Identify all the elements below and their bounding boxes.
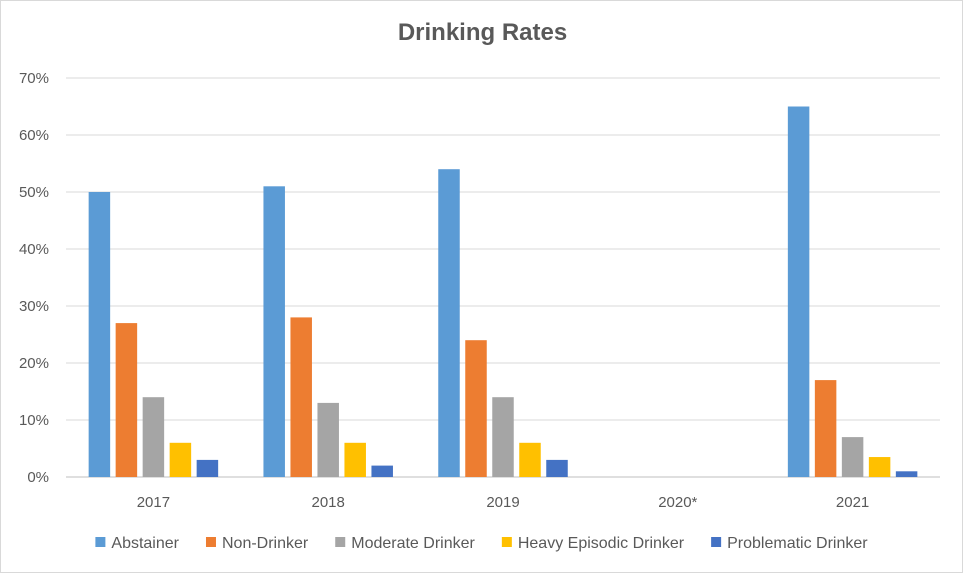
legend-label: Heavy Episodic Drinker: [518, 535, 685, 552]
bar-problematic-drinker-2021: [895, 471, 918, 477]
legend-item: Abstainer: [95, 535, 180, 552]
y-tick-label: 50%: [19, 184, 49, 201]
legend-swatch: [711, 537, 722, 547]
bars: [88, 106, 918, 478]
bar-problematic-drinker-2019: [546, 459, 568, 477]
bar-moderate-drinker-2021: [841, 437, 864, 477]
legend-item: Non-Drinker: [205, 535, 309, 552]
y-tick-label: 60%: [19, 127, 49, 144]
bar-non-drinker-2018: [290, 317, 312, 477]
x-tick-label: 2019: [486, 494, 519, 511]
bar-moderate-drinker-2019: [492, 397, 514, 477]
bar-heavy-episodic-drinker-2018: [344, 442, 366, 477]
legend-item: Problematic Drinker: [711, 535, 868, 552]
bar-heavy-episodic-drinker-2021: [868, 457, 891, 477]
bar-moderate-drinker-2018: [317, 402, 339, 477]
x-tick-label: 2017: [137, 494, 170, 511]
bar-problematic-drinker-2018: [371, 465, 393, 477]
x-tick-label: 2018: [312, 494, 345, 511]
bar-problematic-drinker-2017: [196, 459, 219, 477]
legend: Abstainer Non-Drinker Moderate Drinker Heav…: [95, 535, 868, 552]
bar-non-drinker-2021: [814, 380, 837, 477]
bar-heavy-episodic-drinker-2017: [169, 442, 192, 477]
y-axis: 0% 10% 20% 30% 40% 50% 60% 70%: [19, 70, 49, 486]
bar-abstainer-2021: [787, 106, 810, 477]
legend-label: Moderate Drinker: [351, 535, 475, 552]
chart-title: Drinking Rates: [397, 19, 568, 46]
x-axis: 2017 2018 2019 2020* 2021: [137, 494, 870, 511]
bar-abstainer-2017: [88, 192, 111, 477]
bar-abstainer-2019: [438, 169, 460, 477]
legend-swatch: [205, 537, 216, 547]
y-tick-label: 10%: [19, 412, 49, 429]
x-tick-label: 2020*: [658, 494, 697, 511]
bar-heavy-episodic-drinker-2019: [519, 442, 541, 477]
legend-label: Non-Drinker: [222, 535, 309, 552]
legend-swatch: [501, 537, 512, 547]
y-tick-label: 20%: [19, 355, 49, 372]
y-tick-label: 70%: [19, 70, 49, 87]
legend-label: Problematic Drinker: [727, 535, 868, 552]
y-tick-label: 0%: [27, 469, 49, 486]
bar-non-drinker-2019: [465, 340, 487, 477]
x-tick-label: 2021: [836, 494, 869, 511]
bar-moderate-drinker-2017: [142, 397, 165, 477]
legend-swatch: [335, 537, 346, 547]
y-tick-label: 40%: [19, 241, 49, 258]
legend-item: Moderate Drinker: [335, 535, 476, 552]
legend-item: Heavy Episodic Drinker: [501, 535, 685, 552]
y-tick-label: 30%: [19, 298, 49, 315]
legend-swatch: [95, 537, 106, 547]
bar-non-drinker-2017: [115, 323, 138, 477]
legend-label: Abstainer: [111, 535, 179, 552]
bar-abstainer-2018: [263, 186, 285, 478]
